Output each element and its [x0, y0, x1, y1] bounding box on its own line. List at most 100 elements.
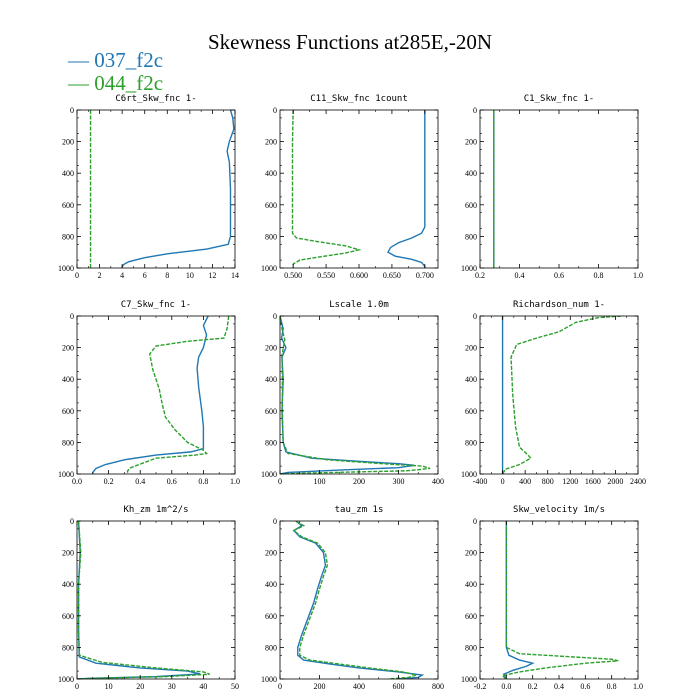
y-tick-label: 1000	[461, 264, 477, 273]
y-tick-label: 600	[265, 407, 277, 416]
x-tick-label: 400	[353, 682, 365, 691]
y-tick-label: 400	[265, 580, 277, 589]
y-tick-label: 800	[62, 438, 74, 447]
legend-entry-044: — 044_f2c	[68, 71, 164, 95]
y-tick-label: 1000	[461, 675, 477, 684]
x-tick-label: 100	[314, 477, 326, 486]
y-tick-label: 600	[265, 612, 277, 621]
y-tick-label: 200	[265, 138, 277, 147]
plot-frame	[479, 315, 639, 475]
x-tick-label: 0.2	[528, 682, 538, 691]
panel-title: tau_zm 1s	[335, 505, 384, 515]
x-tick-label: 800	[542, 477, 554, 486]
y-tick-label: 200	[62, 344, 74, 353]
y-tick-label: 1000	[58, 470, 74, 479]
y-tick-label: 600	[465, 612, 477, 621]
y-tick-label: 1000	[261, 264, 277, 273]
y-tick-label: 400	[62, 375, 74, 384]
x-tick-label: 0.6	[580, 682, 590, 691]
x-tick-label: 0.650	[383, 271, 401, 280]
panel-title: Skw_velocity 1m/s	[513, 505, 605, 515]
plot-frame	[279, 520, 439, 680]
x-tick-label: 0.2	[104, 477, 114, 486]
x-tick-label: 50	[231, 682, 239, 691]
y-tick-label: 400	[465, 580, 477, 589]
y-tick-label: 400	[265, 169, 277, 178]
y-tick-label: 600	[62, 201, 74, 210]
x-tick-label: 1.0	[633, 682, 643, 691]
y-tick-label: 600	[265, 201, 277, 210]
plot-frame	[279, 315, 439, 475]
series-line-044	[292, 521, 420, 679]
plot-frame	[479, 520, 639, 680]
figure-title: Skewness Functions at285E,-20N	[207, 30, 493, 54]
series-line-044	[126, 316, 230, 474]
x-tick-label: 1600	[585, 477, 601, 486]
x-tick-label: 10	[186, 271, 194, 280]
series-line-037	[280, 316, 415, 474]
y-tick-label: 1000	[261, 470, 277, 479]
x-tick-label: 40	[199, 682, 207, 691]
y-tick-label: 600	[62, 407, 74, 416]
y-tick-label: 600	[465, 201, 477, 210]
x-tick-label: 0	[501, 477, 505, 486]
y-tick-label: 200	[465, 344, 477, 353]
y-tick-label: 800	[265, 438, 277, 447]
x-tick-label: 0.550	[317, 271, 335, 280]
y-tick-label: 200	[62, 138, 74, 147]
y-tick-label: 1000	[261, 675, 277, 684]
x-tick-label: 8	[165, 271, 169, 280]
x-tick-label: 0.4	[515, 271, 525, 280]
y-tick-label: 200	[265, 549, 277, 558]
x-tick-label: 200	[353, 477, 365, 486]
series-line-037	[92, 316, 209, 474]
plot-frame	[279, 109, 439, 269]
x-tick-label: 0.8	[198, 477, 208, 486]
y-tick-label: 600	[465, 407, 477, 416]
series-line-044	[280, 316, 431, 474]
x-tick-label: 0.4	[135, 477, 145, 486]
y-tick-label: 0	[473, 106, 477, 115]
y-tick-label: 800	[62, 643, 74, 652]
x-tick-label: 0	[75, 682, 79, 691]
y-tick-label: 200	[465, 138, 477, 147]
x-tick-label: 0.2	[475, 271, 485, 280]
series-line-044	[291, 110, 362, 268]
x-tick-label: 0.8	[594, 271, 604, 280]
series-line-044	[501, 316, 622, 474]
y-tick-label: 0	[273, 312, 277, 321]
panel-title: Lscale 1.0m	[329, 300, 389, 310]
x-tick-label: 0.700	[416, 271, 434, 280]
y-tick-label: 0	[70, 312, 74, 321]
series-line-037	[77, 521, 201, 679]
y-tick-label: 0	[273, 517, 277, 526]
x-tick-label: 0.8	[607, 682, 617, 691]
series-line-037	[292, 521, 425, 679]
panel-title: Kh_zm 1m^2/s	[123, 505, 188, 515]
x-tick-label: 1.0	[230, 477, 240, 486]
x-tick-label: 1200	[562, 477, 578, 486]
plot-frame	[76, 520, 236, 680]
x-tick-label: 200	[314, 682, 326, 691]
panel-title: C1_Skw_fnc 1-	[524, 94, 594, 104]
x-tick-label: -0.2	[474, 682, 487, 691]
y-tick-label: 800	[265, 643, 277, 652]
y-tick-label: 800	[265, 232, 277, 241]
series-line-044	[500, 521, 619, 679]
x-tick-label: -400	[473, 477, 488, 486]
y-tick-label: 400	[465, 169, 477, 178]
panel-title: C7_Skw_fnc 1-	[121, 300, 191, 310]
y-tick-label: 1000	[58, 675, 74, 684]
y-tick-label: 600	[62, 612, 74, 621]
series-line-044	[77, 521, 210, 679]
y-tick-label: 800	[465, 643, 477, 652]
panel-1: C11_Skw_fnc 1count 0 200 400 600 800 1000 0.500…	[261, 94, 439, 280]
x-tick-label: 400	[519, 477, 531, 486]
y-tick-label: 800	[465, 232, 477, 241]
